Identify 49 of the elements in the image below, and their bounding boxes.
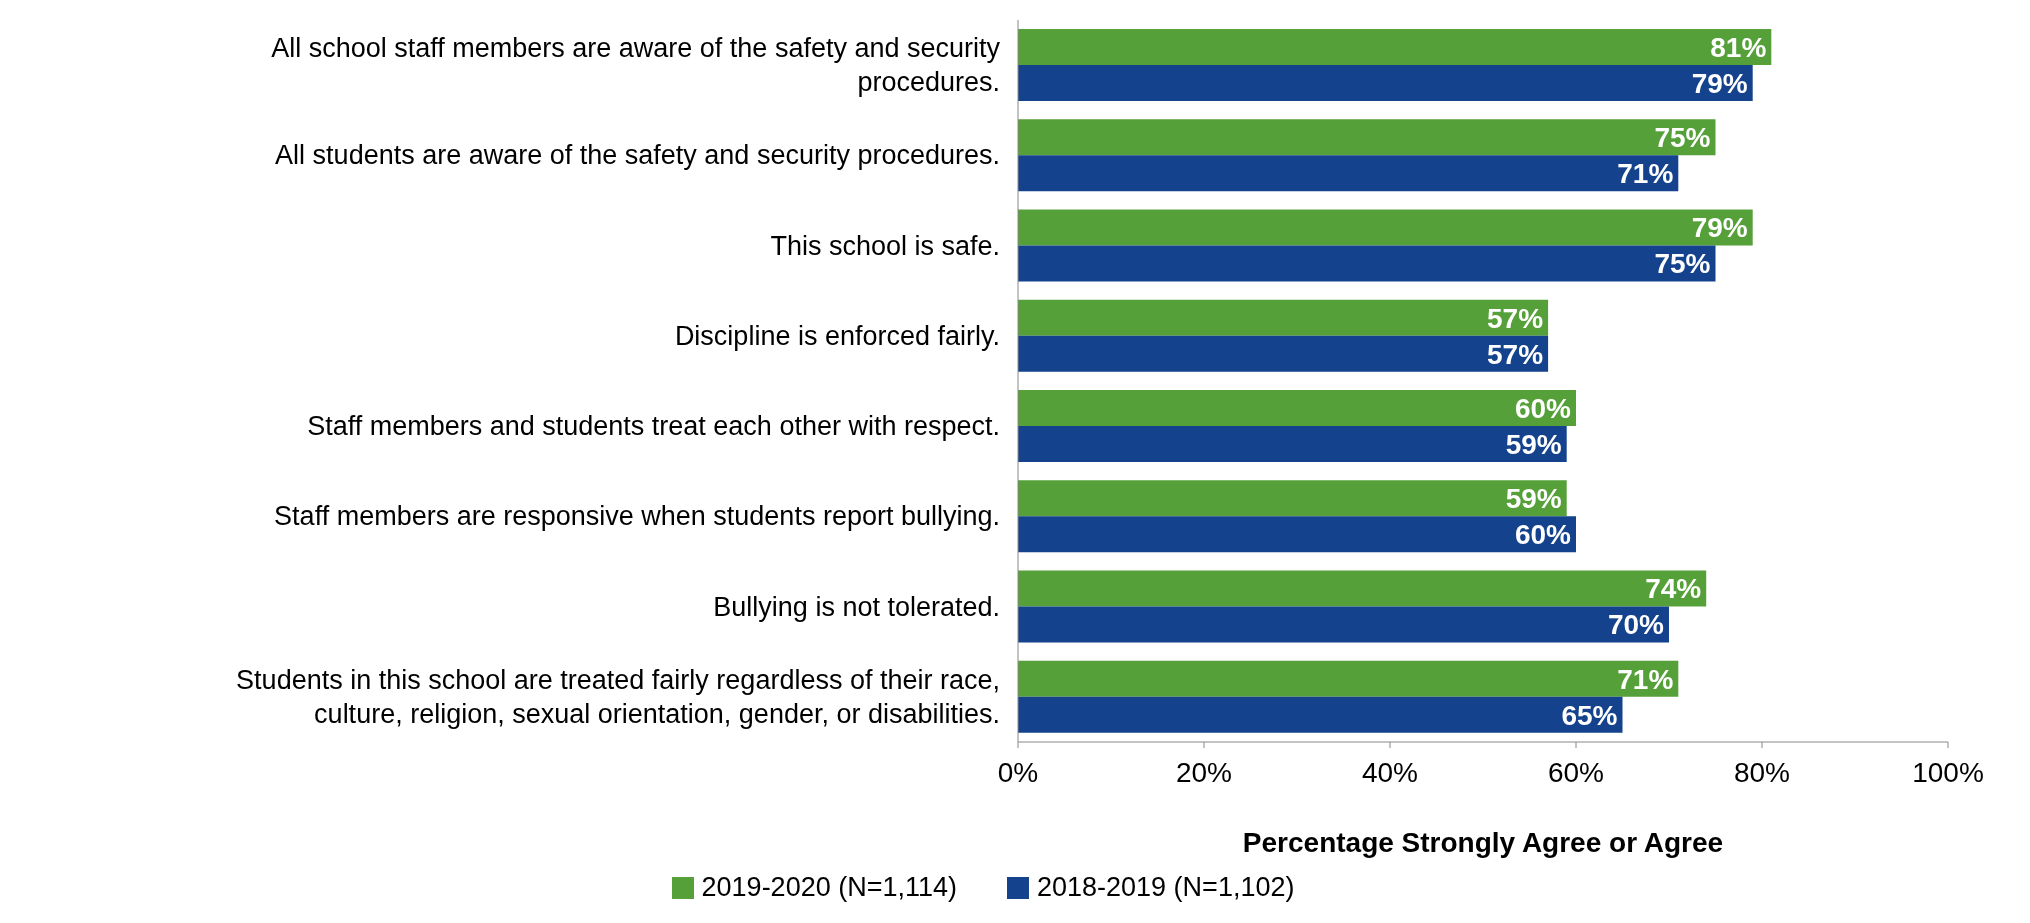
bar — [1018, 426, 1567, 463]
bar — [1018, 119, 1716, 156]
data-label: 60% — [1514, 392, 1572, 424]
bar — [1018, 209, 1753, 246]
data-label: 71% — [1617, 663, 1674, 695]
bar — [1018, 660, 1679, 697]
legend-label: 2019-2020 (N=1,114) — [701, 872, 957, 903]
bar — [1018, 65, 1753, 102]
data-label: 81% — [1710, 31, 1767, 63]
bar — [1018, 390, 1576, 427]
x-tick-label: 100% — [1912, 756, 1984, 788]
bar — [1018, 29, 1772, 66]
bar — [1018, 606, 1669, 643]
data-label: 75% — [1654, 248, 1711, 280]
bar — [1018, 155, 1679, 192]
data-label: 75% — [1654, 122, 1711, 154]
x-tick-label: 0% — [997, 756, 1039, 788]
x-tick-label: 20% — [1175, 756, 1233, 788]
bar — [1018, 335, 1549, 372]
data-label: 59% — [1505, 428, 1562, 460]
bar — [1018, 516, 1576, 553]
y-tick-label: All students are aware of the safety and security procedures. — [275, 140, 1000, 171]
data-label: 59% — [1505, 483, 1562, 515]
y-tick-label: Bullying is not tolerated. — [713, 591, 1000, 622]
data-label: 79% — [1691, 212, 1748, 244]
y-tick-label: Students in this school are treated fairly regardless of their race, culture, religion, sexual orientation, gender, or disabilities. — [236, 664, 1000, 729]
data-label: 74% — [1645, 573, 1702, 605]
y-tick-label: Discipline is enforced fairly. — [674, 320, 1000, 351]
bar — [1018, 299, 1549, 336]
data-label: 57% — [1487, 338, 1544, 370]
y-tick-label: This school is safe. — [770, 230, 1000, 261]
x-tick-label: 40% — [1361, 756, 1419, 788]
data-label: 60% — [1514, 519, 1572, 551]
y-tick-label: Staff members and students treat each other with respect. — [307, 411, 1000, 442]
bar — [1018, 245, 1716, 282]
legend-label: 2018-2019 (N=1,102) — [1037, 872, 1295, 903]
x-axis-title: Percentage Strongly Agree or Agree — [1242, 827, 1724, 858]
data-label: 79% — [1691, 67, 1748, 99]
data-label: 70% — [1607, 609, 1665, 641]
bar — [1018, 570, 1707, 607]
bar — [1018, 480, 1567, 517]
data-label: 57% — [1487, 302, 1544, 334]
x-tick-label: 80% — [1733, 756, 1791, 788]
bar — [1018, 696, 1623, 733]
data-label: 65% — [1561, 699, 1618, 731]
y-tick-label: Staff members are responsive when students report bullying. — [274, 501, 1000, 532]
data-label: 71% — [1617, 158, 1674, 190]
y-tick-label: All school staff members are aware of the safety and security procedures. — [271, 33, 1001, 98]
x-tick-label: 60% — [1547, 756, 1605, 788]
